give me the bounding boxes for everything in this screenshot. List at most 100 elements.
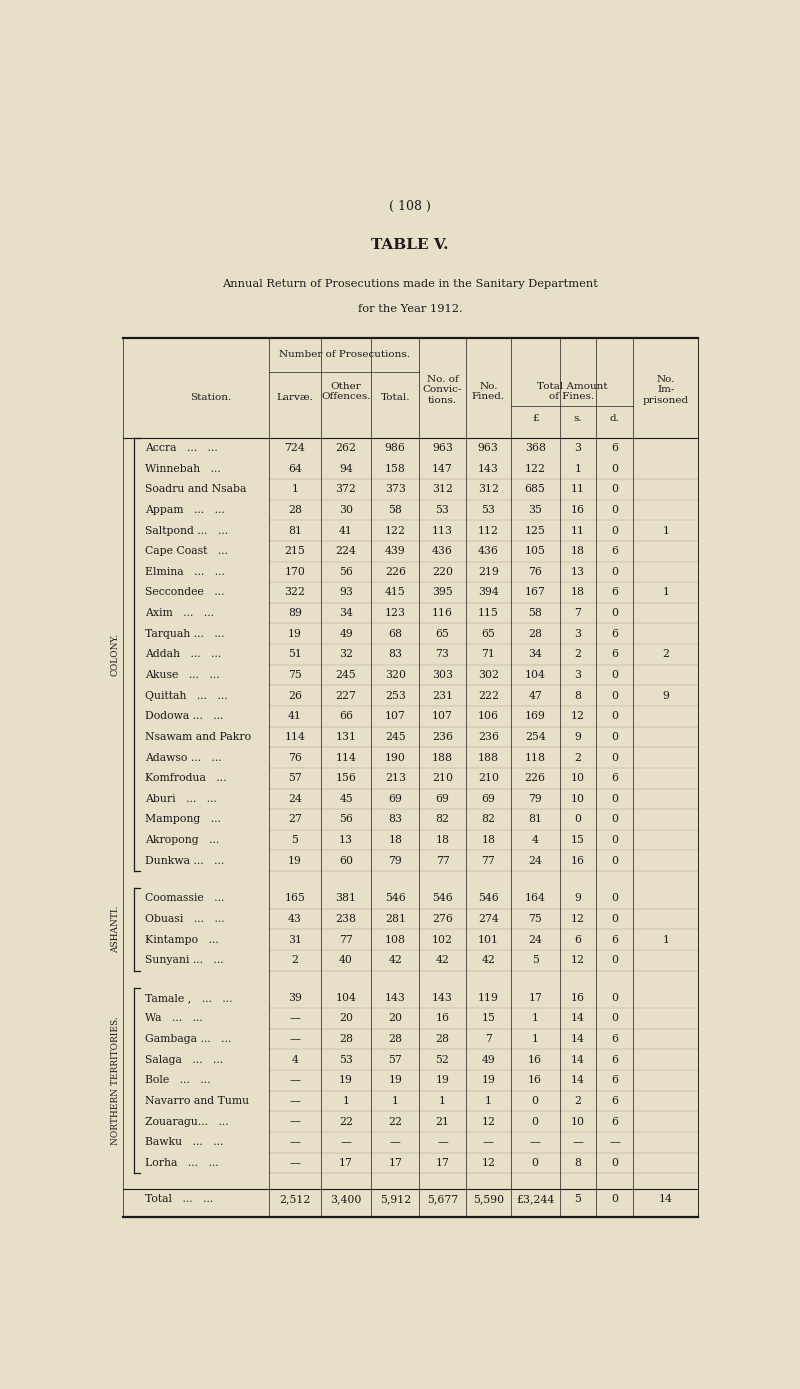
Text: 167: 167 <box>525 588 546 597</box>
Text: 11: 11 <box>570 485 585 494</box>
Text: 1: 1 <box>662 525 670 536</box>
Text: Accra   ...   ...: Accra ... ... <box>145 443 218 453</box>
Text: Total Amount
of Fines.: Total Amount of Fines. <box>537 382 607 401</box>
Text: 75: 75 <box>528 914 542 924</box>
Text: 0: 0 <box>611 1014 618 1024</box>
Text: 21: 21 <box>435 1117 450 1126</box>
Text: 2: 2 <box>574 1096 582 1106</box>
Text: 31: 31 <box>288 935 302 945</box>
Text: 58: 58 <box>528 608 542 618</box>
Text: Larvæ.: Larvæ. <box>277 393 314 403</box>
Text: 546: 546 <box>432 893 453 903</box>
Text: 15: 15 <box>482 1014 495 1024</box>
Text: 3: 3 <box>574 443 582 453</box>
Text: No.
Fined.: No. Fined. <box>472 382 505 401</box>
Text: 42: 42 <box>436 956 450 965</box>
Text: 5,590: 5,590 <box>473 1195 504 1204</box>
Text: 303: 303 <box>432 669 453 681</box>
Text: Salaga   ...   ...: Salaga ... ... <box>145 1054 223 1065</box>
Text: 17: 17 <box>528 993 542 1003</box>
Text: Kintampo   ...: Kintampo ... <box>145 935 218 945</box>
Text: 131: 131 <box>335 732 357 742</box>
Text: 210: 210 <box>432 774 453 783</box>
Text: Station.: Station. <box>190 393 231 403</box>
Text: 1: 1 <box>342 1096 350 1106</box>
Text: 2: 2 <box>574 753 582 763</box>
Text: 0: 0 <box>611 669 618 681</box>
Text: 254: 254 <box>525 732 546 742</box>
Text: 220: 220 <box>432 567 453 576</box>
Text: 222: 222 <box>478 690 498 700</box>
Text: 0: 0 <box>611 814 618 825</box>
Text: —: — <box>341 1138 351 1147</box>
Text: 75: 75 <box>288 669 302 681</box>
Text: 102: 102 <box>432 935 453 945</box>
Text: d.: d. <box>610 414 619 424</box>
Text: 245: 245 <box>336 669 357 681</box>
Text: 28: 28 <box>435 1033 450 1045</box>
Text: 32: 32 <box>339 650 353 660</box>
Text: 0: 0 <box>611 1158 618 1168</box>
Text: 1: 1 <box>574 464 582 474</box>
Text: 546: 546 <box>478 893 498 903</box>
Text: Soadru and Nsaba: Soadru and Nsaba <box>145 485 246 494</box>
Text: 10: 10 <box>570 1117 585 1126</box>
Text: 0: 0 <box>611 795 618 804</box>
Text: 18: 18 <box>435 835 450 845</box>
Text: 395: 395 <box>432 588 453 597</box>
Text: 28: 28 <box>339 1033 353 1045</box>
Text: 34: 34 <box>528 650 542 660</box>
Text: 0: 0 <box>611 525 618 536</box>
Text: 147: 147 <box>432 464 453 474</box>
Text: 89: 89 <box>288 608 302 618</box>
Text: 5: 5 <box>291 835 298 845</box>
Text: 0: 0 <box>611 711 618 721</box>
Text: —: — <box>483 1138 494 1147</box>
Text: 13: 13 <box>570 567 585 576</box>
Text: 122: 122 <box>525 464 546 474</box>
Text: NORTHERN TERRITORIES.: NORTHERN TERRITORIES. <box>111 1015 120 1145</box>
Text: 1: 1 <box>392 1096 398 1106</box>
Text: 0: 0 <box>611 506 618 515</box>
Text: 322: 322 <box>285 588 306 597</box>
Text: 12: 12 <box>482 1117 495 1126</box>
Text: 219: 219 <box>478 567 498 576</box>
Text: Quittah   ...   ...: Quittah ... ... <box>145 690 227 700</box>
Text: —: — <box>572 1138 583 1147</box>
Text: Akuse   ...   ...: Akuse ... ... <box>145 669 219 681</box>
Text: 724: 724 <box>285 443 306 453</box>
Text: Adawso ...   ...: Adawso ... ... <box>145 753 222 763</box>
Text: Seccondee   ...: Seccondee ... <box>145 588 225 597</box>
Text: 986: 986 <box>385 443 406 453</box>
Text: 224: 224 <box>336 546 357 556</box>
Text: Akropong   ...: Akropong ... <box>145 835 219 845</box>
Text: 1: 1 <box>439 1096 446 1106</box>
Text: 56: 56 <box>339 814 353 825</box>
Text: —: — <box>530 1138 541 1147</box>
Text: Number of Prosecutions.: Number of Prosecutions. <box>278 350 410 360</box>
Text: 963: 963 <box>432 443 453 453</box>
Text: 6: 6 <box>611 774 618 783</box>
Text: Addah   ...   ...: Addah ... ... <box>145 650 221 660</box>
Text: 238: 238 <box>335 914 357 924</box>
Text: 69: 69 <box>482 795 495 804</box>
Text: 26: 26 <box>288 690 302 700</box>
Text: 6: 6 <box>611 629 618 639</box>
Text: 14: 14 <box>571 1014 585 1024</box>
Text: 17: 17 <box>436 1158 450 1168</box>
Text: 41: 41 <box>339 525 353 536</box>
Text: 236: 236 <box>432 732 453 742</box>
Text: 8: 8 <box>574 690 582 700</box>
Text: 6: 6 <box>611 546 618 556</box>
Text: 2: 2 <box>574 650 582 660</box>
Text: Tarquah ...   ...: Tarquah ... ... <box>145 629 225 639</box>
Text: 69: 69 <box>436 795 450 804</box>
Text: 5,912: 5,912 <box>380 1195 411 1204</box>
Text: 108: 108 <box>385 935 406 945</box>
Text: 0: 0 <box>611 835 618 845</box>
Text: 3: 3 <box>574 629 582 639</box>
Text: 11: 11 <box>570 525 585 536</box>
Text: 28: 28 <box>528 629 542 639</box>
Text: 0: 0 <box>611 956 618 965</box>
Text: Cape Coast   ...: Cape Coast ... <box>145 546 228 556</box>
